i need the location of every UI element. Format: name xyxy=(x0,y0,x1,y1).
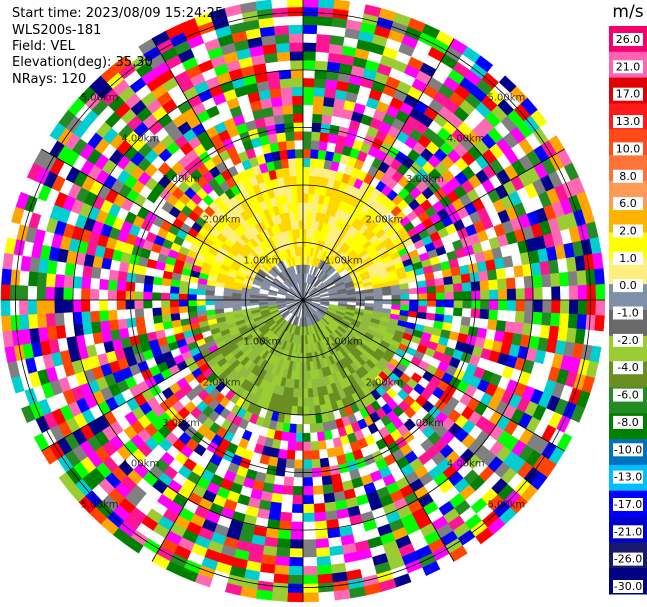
colorbar-tick-label: 8.0 xyxy=(619,170,637,183)
colorbar-tick-label: 2.0 xyxy=(619,225,637,238)
velocity-gates xyxy=(0,0,606,603)
colorbar-tick-label: -1.0 xyxy=(617,307,638,320)
colorbar-tick-label: -8.0 xyxy=(617,416,638,429)
velocity-gate xyxy=(318,0,335,9)
colorbar-tick-label: -6.0 xyxy=(617,389,638,402)
colorbar-tick-label: 17.0 xyxy=(616,88,641,101)
colorbar-unit-label: m/s xyxy=(612,2,643,22)
colorbar-tick-label: -21.0 xyxy=(614,525,642,538)
colorbar-tick-label: 26.0 xyxy=(616,33,641,46)
colorbar-tick-label: -17.0 xyxy=(614,498,642,511)
colorbar-tick-label: -4.0 xyxy=(617,361,638,374)
colorbar-tick-label: 0.0 xyxy=(619,279,637,292)
colorbar-tick-label: 10.0 xyxy=(616,142,641,155)
colorbar-tick-label: -13.0 xyxy=(614,471,642,484)
colorbar-tick-label: 1.0 xyxy=(619,252,637,265)
colorbar-tick-label: -30.0 xyxy=(614,580,642,593)
colorbar-tick-label: 21.0 xyxy=(616,60,641,73)
colorbar-tick-label: 13.0 xyxy=(616,115,641,128)
colorbar-tick-label: -10.0 xyxy=(614,443,642,456)
colorbar-tick-label: -2.0 xyxy=(617,334,638,347)
colorbar-tick-label: 6.0 xyxy=(619,197,637,210)
colorbar-tick-label: -26.0 xyxy=(614,553,642,566)
